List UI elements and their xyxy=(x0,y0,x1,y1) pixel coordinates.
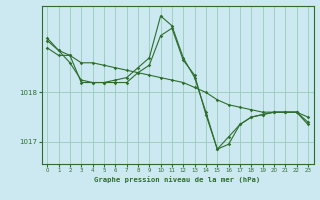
X-axis label: Graphe pression niveau de la mer (hPa): Graphe pression niveau de la mer (hPa) xyxy=(94,176,261,183)
